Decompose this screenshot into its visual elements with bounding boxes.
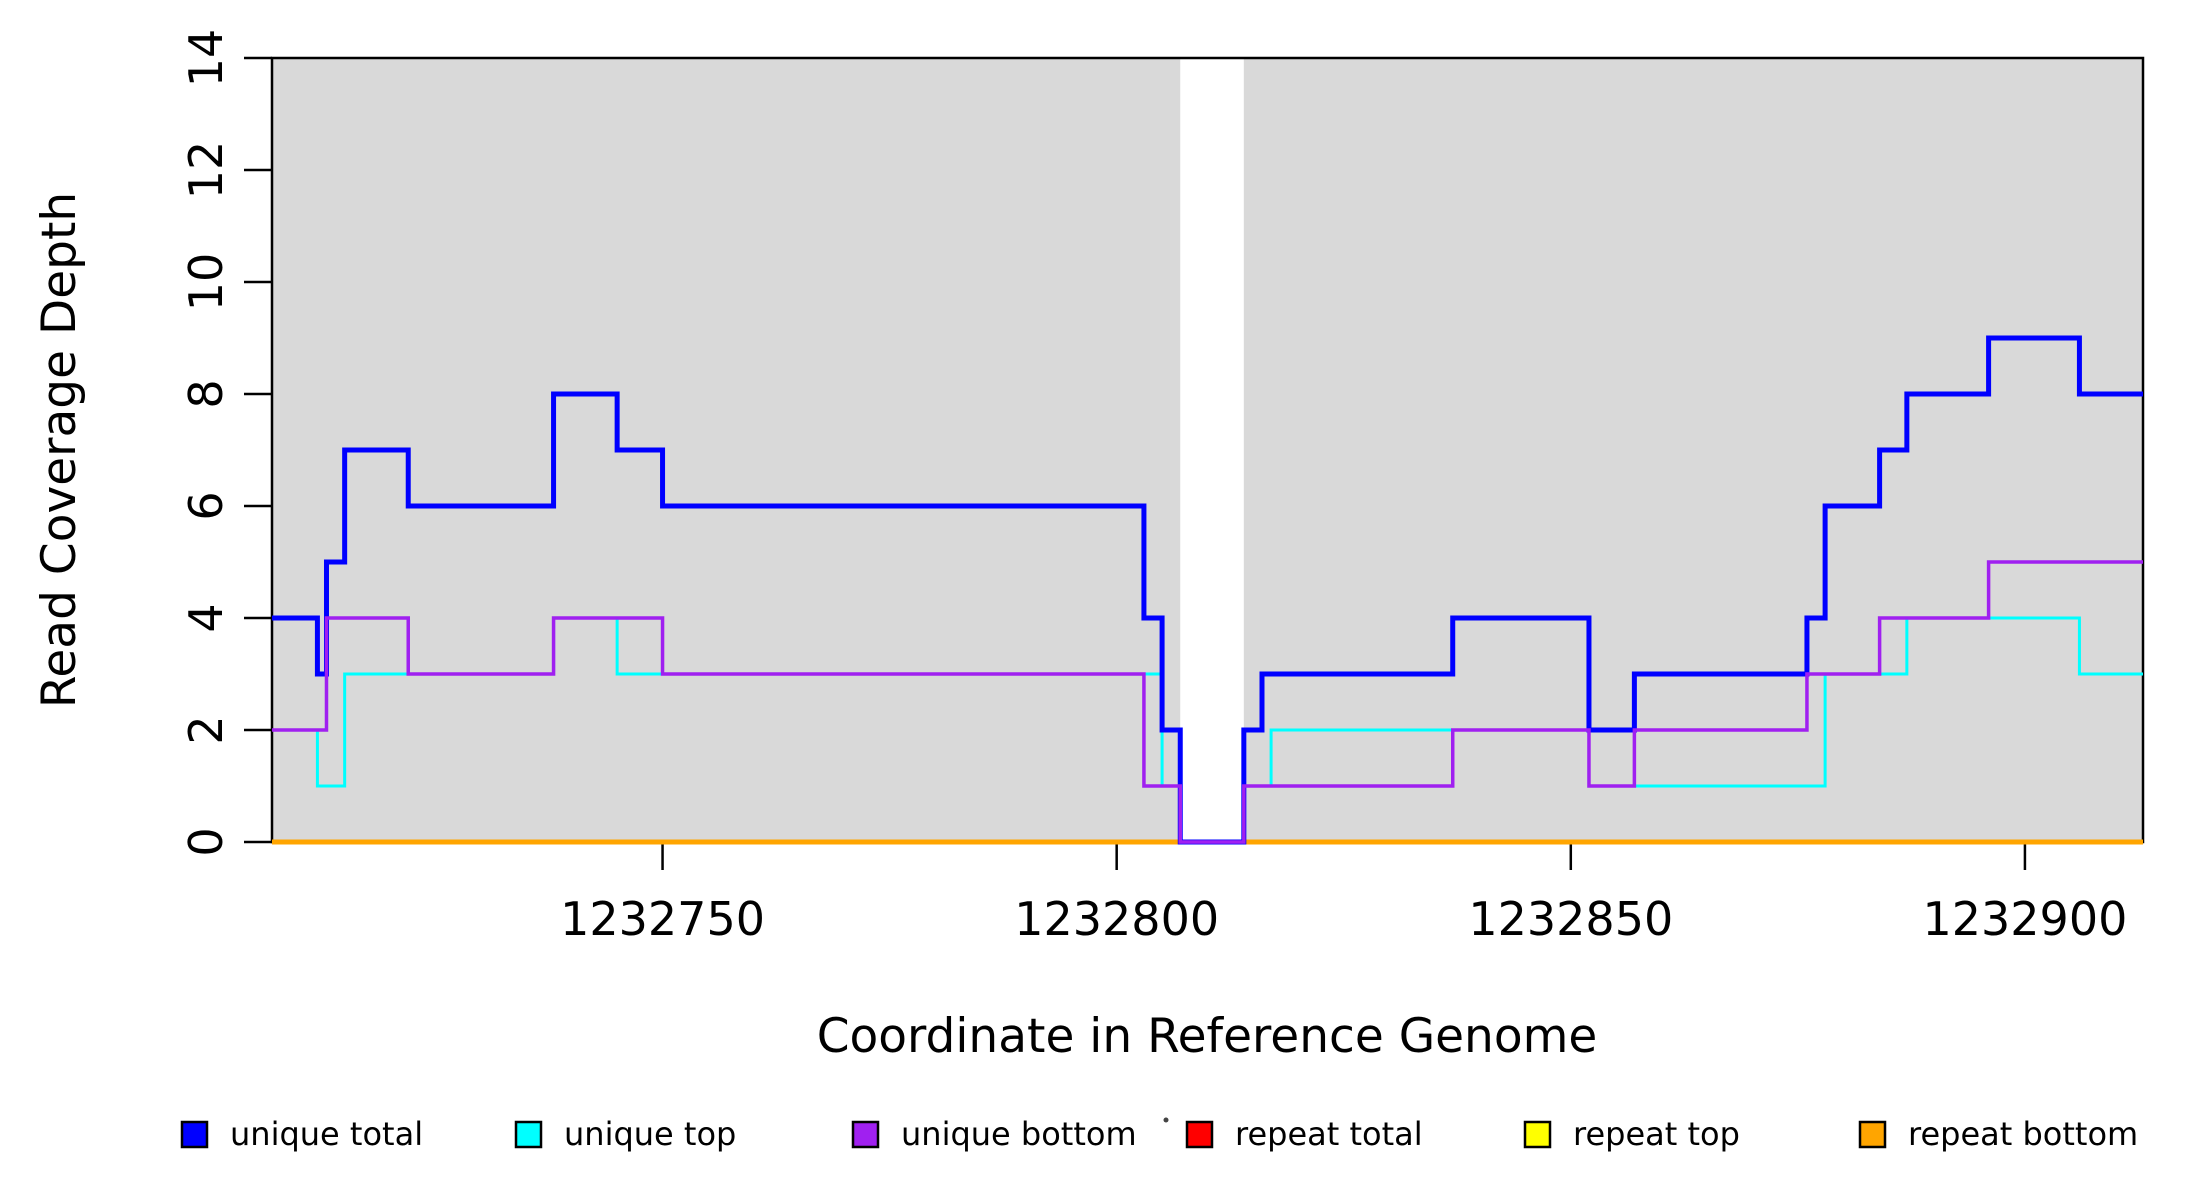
y-tick-label: 2 <box>179 715 233 744</box>
legend-swatch <box>1858 1120 1887 1149</box>
y-tick-label: 4 <box>179 603 233 632</box>
series-layer <box>272 335 2143 845</box>
legend-swatch <box>1185 1120 1214 1149</box>
legend-label: unique top <box>564 1115 736 1153</box>
y-tick-label: 8 <box>179 379 233 408</box>
x-axis-title: Coordinate in Reference Genome <box>817 1009 1598 1064</box>
legend-item-unique-top: unique top <box>514 1115 736 1153</box>
legend-label: repeat total <box>1235 1115 1423 1153</box>
legend-item-repeat-total: repeat total <box>1185 1115 1423 1153</box>
legend-item-unique-total: unique total <box>180 1115 423 1153</box>
legend-swatch <box>180 1120 209 1149</box>
legend-label: repeat bottom <box>1908 1115 2138 1153</box>
legend-label: repeat top <box>1573 1115 1740 1153</box>
y-tick-label: 0 <box>179 827 233 856</box>
legend-item-repeat-bottom: repeat bottom <box>1858 1115 2138 1153</box>
series-unique-bottom <box>272 560 2143 844</box>
artifact-dot <box>1163 1117 1169 1123</box>
legend-item-unique-bottom: unique bottom <box>851 1115 1137 1153</box>
legend-swatch <box>851 1120 880 1149</box>
y-axis-title: Read Coverage Depth <box>32 192 87 708</box>
legend-label: unique bottom <box>901 1115 1137 1153</box>
x-tick-label: 1232900 <box>1922 892 2127 946</box>
y-tick-label: 12 <box>179 141 233 200</box>
y-tick-label: 10 <box>179 253 233 312</box>
legend-swatch <box>1523 1120 1552 1149</box>
axes-layer: 0 2 4 6 8 10 12 14 1232750 1232800 1232850 1232900 <box>179 29 2127 946</box>
legend-layer: unique total unique top unique bottom repea… <box>180 1115 2138 1153</box>
masked-region <box>1180 58 1244 842</box>
legend-item-repeat-top: repeat top <box>1523 1115 1740 1153</box>
legend-swatch <box>514 1120 543 1149</box>
legend-label: unique total <box>230 1115 423 1153</box>
y-tick-label: 6 <box>179 491 233 520</box>
x-tick-label: 1232750 <box>560 892 765 946</box>
plot-background-layer <box>270 56 2145 844</box>
y-tick-label: 14 <box>179 29 233 88</box>
x-tick-label: 1232800 <box>1014 892 1219 946</box>
x-tick-label: 1232850 <box>1468 892 1673 946</box>
